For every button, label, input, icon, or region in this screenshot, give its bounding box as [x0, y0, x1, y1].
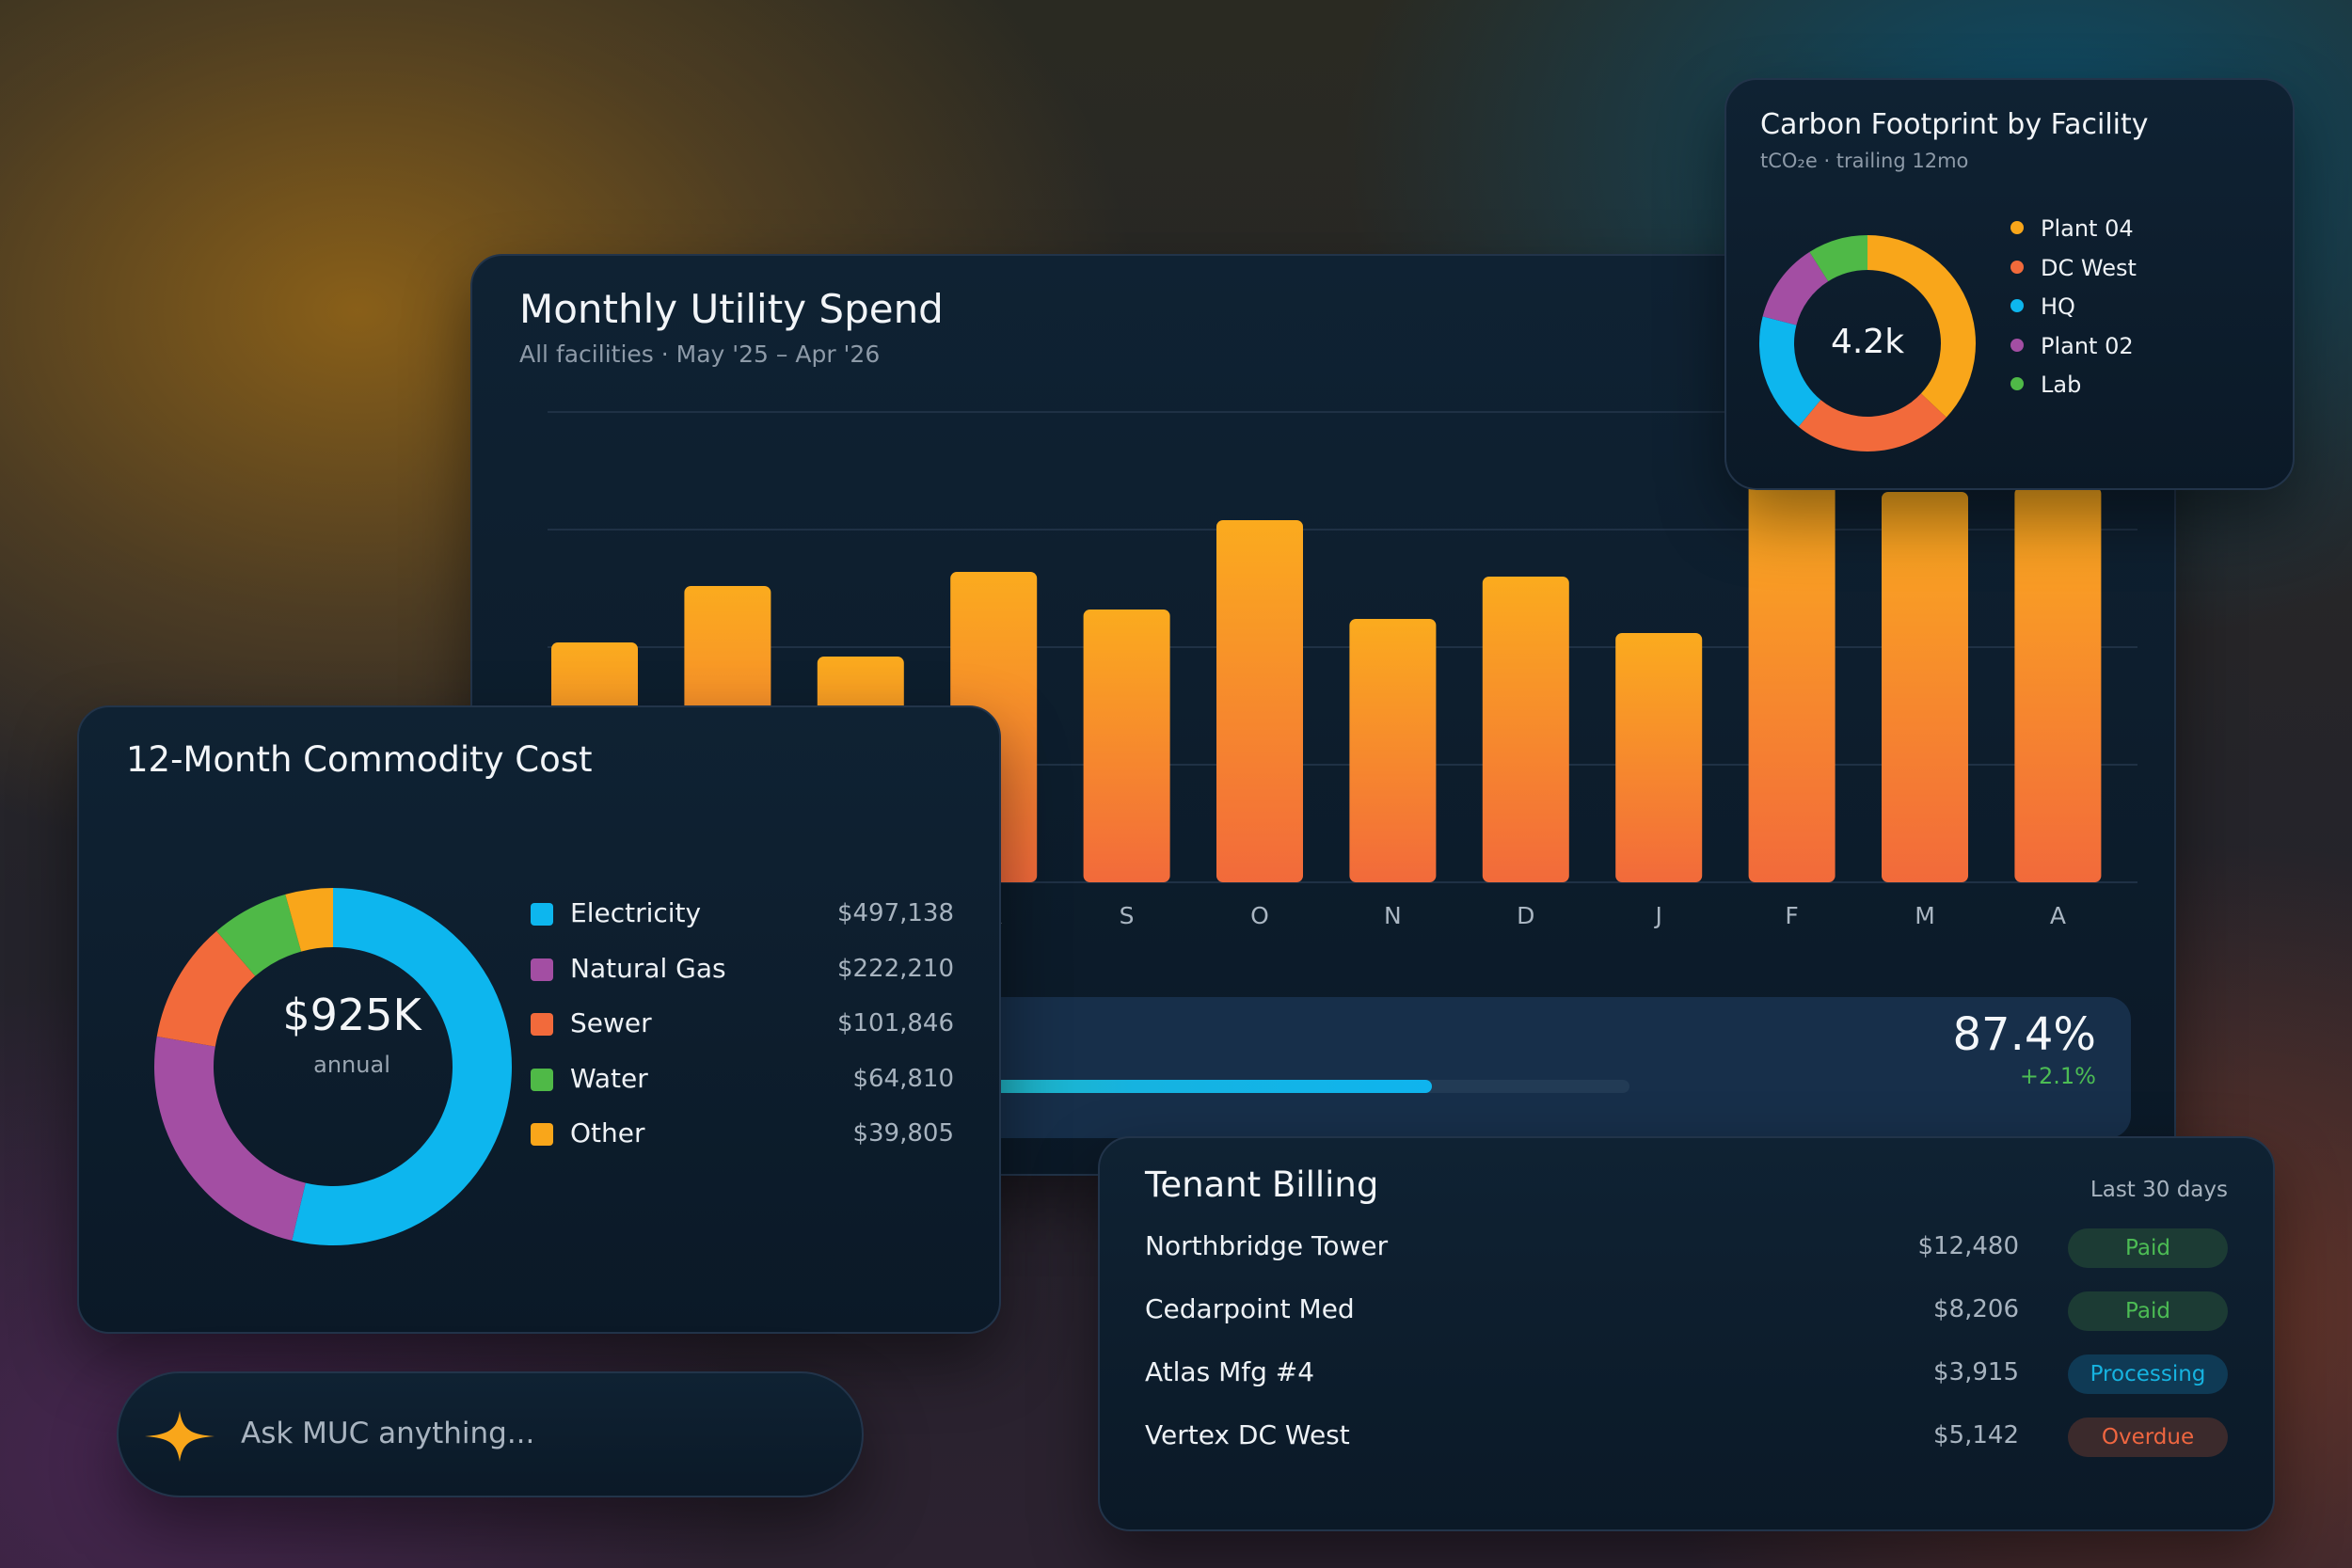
tenant-amount: $8,206	[1933, 1295, 2019, 1323]
carbon-legend-item[interactable]: HQ	[2010, 293, 2075, 320]
carbon-legend-item[interactable]: Plant 04	[2010, 215, 2134, 242]
legend-label: HQ	[2041, 293, 2075, 320]
status-badge: Overdue	[2068, 1418, 2228, 1457]
tenant-billing-card: Tenant Billing Last 30 days Northbridge …	[1098, 1136, 2275, 1531]
commodity-slice-natural-gas[interactable]	[153, 1036, 306, 1241]
kpi-delta: +2.1%	[2019, 1063, 2096, 1089]
x-tick-label: A	[2050, 902, 2066, 929]
spend-subtitle: All facilities · May '25 – Apr '26	[519, 341, 881, 368]
legend-swatch	[531, 903, 553, 926]
x-tick-label: M	[1915, 902, 1935, 929]
legend-label: Other	[570, 1117, 645, 1148]
legend-item-sewer[interactable]: Sewer $101,846	[531, 1006, 954, 1043]
legend-swatch	[531, 1013, 553, 1036]
bar-8[interactable]	[1482, 577, 1569, 882]
legend-swatch	[531, 958, 553, 981]
legend-dot	[2010, 299, 2024, 312]
kpi-value: 87.4%	[1952, 1008, 2096, 1061]
carbon-legend-item[interactable]: Lab	[2010, 372, 2081, 398]
commodity-donut-chart	[153, 888, 512, 1245]
legend-label: Plant 04	[2041, 215, 2134, 242]
legend-label: Lab	[2041, 372, 2082, 398]
legend-swatch	[531, 1123, 553, 1146]
legend-label: Plant 02	[2041, 332, 2134, 359]
x-tick-label: D	[1517, 902, 1534, 929]
legend-swatch	[531, 1068, 553, 1091]
legend-item-natural-gas[interactable]: Natural Gas $222,210	[531, 951, 954, 989]
carbon-donut-chart	[1759, 235, 1976, 451]
tenant-name[interactable]: Cedarpoint Med	[1145, 1293, 1355, 1324]
status-badge: Paid	[2068, 1228, 2228, 1268]
commodity-title: 12-Month Commodity Cost	[126, 739, 593, 780]
commodity-cost-card: 12-Month Commodity Cost $925K annual Ele…	[77, 705, 1001, 1334]
commodity-slice-electricity[interactable]	[292, 888, 512, 1245]
carbon-legend-item[interactable]: DC West	[2010, 255, 2137, 281]
x-tick-label: O	[1250, 902, 1269, 929]
billing-title: Tenant Billing	[1145, 1164, 1379, 1205]
commodity-center-label: annual	[313, 1052, 390, 1078]
x-tick-label: S	[1120, 902, 1135, 929]
carbon-slice-plant-04[interactable]	[1867, 235, 1976, 418]
legend-dot	[2010, 260, 2024, 274]
legend-item-other[interactable]: Other $39,805	[531, 1116, 954, 1153]
carbon-slice-lab[interactable]	[1809, 235, 1867, 282]
legend-label: DC West	[2041, 254, 2137, 281]
legend-label: Natural Gas	[570, 952, 726, 984]
tenant-name[interactable]: Atlas Mfg #4	[1145, 1356, 1315, 1387]
tenant-name[interactable]: Northbridge Tower	[1145, 1230, 1389, 1261]
ask-input[interactable]: Ask MUC anything...	[241, 1417, 535, 1450]
bar-9[interactable]	[1615, 633, 1703, 882]
carbon-slice-dc-west[interactable]	[1798, 393, 1947, 451]
legend-dot	[2010, 338, 2024, 352]
carbon-subtitle: tCO₂e · trailing 12mo	[1760, 150, 1969, 172]
legend-item-electricity[interactable]: Electricity $497,138	[531, 895, 954, 933]
carbon-legend-item[interactable]: Plant 02	[2010, 333, 2134, 359]
carbon-slice-plant-02[interactable]	[1762, 251, 1829, 325]
bar-5[interactable]	[1083, 610, 1170, 882]
bar-12[interactable]	[2014, 487, 2102, 882]
x-tick-label: F	[1785, 902, 1798, 929]
bar-7[interactable]	[1349, 619, 1437, 882]
legend-label: Electricity	[570, 897, 702, 928]
billing-range[interactable]: Last 30 days	[2090, 1178, 2228, 1202]
spend-title: Monthly Utility Spend	[519, 286, 944, 332]
legend-value: $64,810	[852, 1064, 954, 1093]
kpi-strip	[783, 997, 2131, 1138]
tenant-amount: $12,480	[1917, 1232, 2019, 1260]
carbon-title: Carbon Footprint by Facility	[1760, 108, 2149, 141]
bar-11[interactable]	[1882, 492, 1968, 882]
commodity-center-value: $925K	[282, 990, 421, 1040]
x-tick-label: J	[1654, 902, 1662, 929]
tenant-amount: $3,915	[1933, 1358, 2019, 1386]
legend-item-water[interactable]: Water $64,810	[531, 1061, 954, 1099]
ask-assistant-bar[interactable]: Ask MUC anything...	[117, 1371, 864, 1497]
legend-value: $222,210	[836, 954, 954, 983]
commodity-slice-sewer[interactable]	[156, 930, 256, 1047]
tenant-amount: $5,142	[1933, 1421, 2019, 1449]
tenant-name[interactable]: Vertex DC West	[1145, 1419, 1350, 1450]
legend-dot	[2010, 377, 2024, 390]
legend-value: $497,138	[836, 899, 954, 927]
legend-dot	[2010, 221, 2024, 234]
legend-value: $101,846	[836, 1009, 954, 1037]
bar-6[interactable]	[1216, 520, 1303, 882]
status-badge: Processing	[2068, 1354, 2228, 1394]
carbon-footprint-card: Carbon Footprint by Facility tCO₂e · tra…	[1724, 78, 2295, 490]
status-badge: Paid	[2068, 1291, 2228, 1331]
carbon-center-value: 4.2k	[1830, 323, 1905, 361]
carbon-slice-hq[interactable]	[1759, 316, 1821, 427]
legend-value: $39,805	[852, 1119, 954, 1148]
sparkle-icon	[145, 1411, 215, 1462]
legend-label: Water	[570, 1062, 648, 1094]
bar-10[interactable]	[1748, 483, 1836, 882]
x-tick-label: N	[1384, 902, 1402, 929]
commodity-slice-other[interactable]	[285, 888, 333, 952]
legend-label: Sewer	[570, 1007, 652, 1038]
commodity-slice-water[interactable]	[216, 894, 302, 976]
